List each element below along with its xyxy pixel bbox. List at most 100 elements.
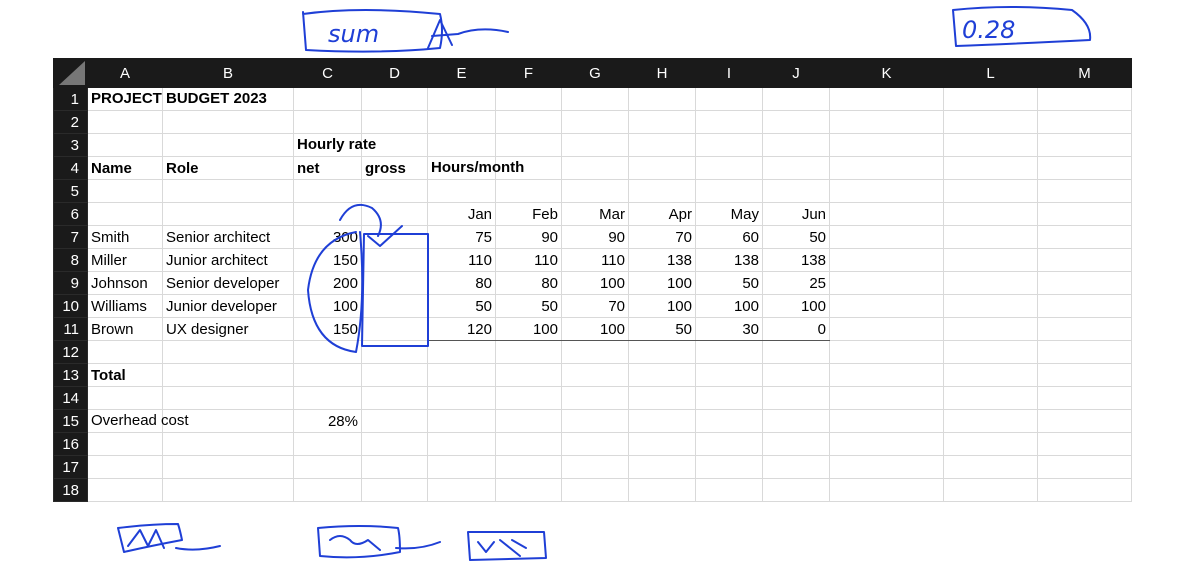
cell[interactable] bbox=[628, 156, 696, 180]
cell[interactable] bbox=[1037, 478, 1132, 502]
hours-mar[interactable]: 100 bbox=[561, 317, 629, 341]
cell[interactable] bbox=[628, 386, 696, 410]
cell[interactable] bbox=[762, 133, 830, 157]
cell[interactable] bbox=[1037, 248, 1132, 272]
cell[interactable] bbox=[87, 455, 163, 479]
cell-c3[interactable]: Hourly rate bbox=[293, 133, 376, 157]
total-label[interactable]: Total bbox=[87, 363, 163, 387]
cell[interactable] bbox=[762, 455, 830, 479]
row-header[interactable]: 8 bbox=[53, 248, 88, 272]
cell[interactable] bbox=[162, 110, 294, 134]
cell[interactable] bbox=[829, 432, 944, 456]
cell[interactable] bbox=[162, 432, 294, 456]
cell[interactable] bbox=[87, 110, 163, 134]
row-header[interactable]: 17 bbox=[53, 455, 88, 479]
cell[interactable] bbox=[1037, 317, 1132, 341]
hours-apr[interactable]: 100 bbox=[628, 271, 696, 295]
hours-jun[interactable]: 25 bbox=[762, 271, 830, 295]
employee-name[interactable]: Johnson bbox=[87, 271, 163, 295]
employee-name[interactable]: Miller bbox=[87, 248, 163, 272]
employee-role[interactable]: Senior developer bbox=[162, 271, 294, 295]
cell[interactable] bbox=[87, 133, 163, 157]
cell[interactable] bbox=[829, 409, 944, 433]
cell[interactable] bbox=[361, 386, 428, 410]
hours-feb[interactable]: 110 bbox=[495, 248, 562, 272]
hours-mar[interactable]: 90 bbox=[561, 225, 629, 249]
month-header-feb[interactable]: Feb bbox=[495, 202, 562, 226]
column-header-l[interactable]: L bbox=[943, 58, 1038, 88]
column-header-h[interactable]: H bbox=[628, 58, 696, 88]
hours-jun[interactable]: 50 bbox=[762, 225, 830, 249]
cell[interactable] bbox=[427, 478, 496, 502]
cell[interactable] bbox=[293, 478, 362, 502]
column-header-f[interactable]: F bbox=[495, 58, 562, 88]
cell[interactable] bbox=[87, 386, 163, 410]
month-header-jun[interactable]: Jun bbox=[762, 202, 830, 226]
cell[interactable] bbox=[293, 386, 362, 410]
cell[interactable] bbox=[943, 110, 1038, 134]
cell[interactable] bbox=[162, 478, 294, 502]
cell[interactable] bbox=[762, 386, 830, 410]
row-header[interactable]: 16 bbox=[53, 432, 88, 456]
hours-may[interactable]: 50 bbox=[695, 271, 763, 295]
hours-jun[interactable]: 100 bbox=[762, 294, 830, 318]
column-header-j[interactable]: J bbox=[762, 58, 830, 88]
row-header[interactable]: 9 bbox=[53, 271, 88, 295]
cell[interactable] bbox=[561, 409, 629, 433]
gross-header[interactable]: gross bbox=[361, 156, 428, 180]
cell[interactable] bbox=[495, 478, 562, 502]
cell[interactable] bbox=[943, 386, 1038, 410]
cell[interactable] bbox=[427, 432, 496, 456]
cell[interactable] bbox=[1037, 110, 1132, 134]
cell[interactable] bbox=[695, 133, 763, 157]
net-rate[interactable]: 200 bbox=[293, 271, 362, 295]
cell[interactable] bbox=[162, 386, 294, 410]
cell[interactable] bbox=[162, 455, 294, 479]
cell[interactable] bbox=[695, 409, 763, 433]
cell[interactable] bbox=[829, 386, 944, 410]
cell[interactable] bbox=[829, 478, 944, 502]
month-header-mar[interactable]: Mar bbox=[561, 202, 629, 226]
cell[interactable] bbox=[293, 87, 362, 111]
cell[interactable] bbox=[762, 363, 830, 387]
row-header[interactable]: 12 bbox=[53, 340, 88, 364]
net-rate[interactable]: 300 bbox=[293, 225, 362, 249]
cell[interactable] bbox=[628, 478, 696, 502]
hours-mar[interactable]: 70 bbox=[561, 294, 629, 318]
cell[interactable] bbox=[628, 340, 696, 364]
net-rate[interactable]: 150 bbox=[293, 317, 362, 341]
month-header-apr[interactable]: Apr bbox=[628, 202, 696, 226]
cell[interactable] bbox=[829, 202, 944, 226]
cell[interactable] bbox=[561, 179, 629, 203]
cell-a15[interactable]: Overhead cost bbox=[87, 409, 189, 433]
net-header[interactable]: net bbox=[293, 156, 362, 180]
cell[interactable] bbox=[87, 432, 163, 456]
name-header[interactable]: Name bbox=[87, 156, 163, 180]
spreadsheet-grid[interactable]: A B C D E F G H I J K L M 1 PROJECT BUDG… bbox=[53, 58, 1132, 502]
hours-jan[interactable]: 50 bbox=[427, 294, 496, 318]
hours-apr[interactable]: 138 bbox=[628, 248, 696, 272]
cell[interactable] bbox=[427, 110, 496, 134]
cell[interactable] bbox=[427, 179, 496, 203]
column-header-i[interactable]: I bbox=[695, 58, 763, 88]
cell[interactable] bbox=[762, 179, 830, 203]
cell[interactable] bbox=[943, 87, 1038, 111]
hours-jan[interactable]: 75 bbox=[427, 225, 496, 249]
row-header[interactable]: 15 bbox=[53, 409, 88, 433]
cell[interactable] bbox=[1037, 133, 1132, 157]
hours-feb[interactable]: 50 bbox=[495, 294, 562, 318]
cell[interactable] bbox=[293, 363, 362, 387]
cell[interactable] bbox=[943, 363, 1038, 387]
cell[interactable] bbox=[1037, 294, 1132, 318]
cell[interactable] bbox=[162, 340, 294, 364]
cell[interactable] bbox=[1037, 156, 1132, 180]
cell[interactable] bbox=[495, 363, 562, 387]
cell-a1[interactable]: PROJECT BUDGET 2023 bbox=[87, 87, 267, 111]
column-header-c[interactable]: C bbox=[293, 58, 362, 88]
cell[interactable] bbox=[695, 363, 763, 387]
cell[interactable] bbox=[943, 225, 1038, 249]
row-header[interactable]: 13 bbox=[53, 363, 88, 387]
cell[interactable] bbox=[943, 202, 1038, 226]
cell[interactable] bbox=[561, 363, 629, 387]
cell[interactable] bbox=[628, 432, 696, 456]
